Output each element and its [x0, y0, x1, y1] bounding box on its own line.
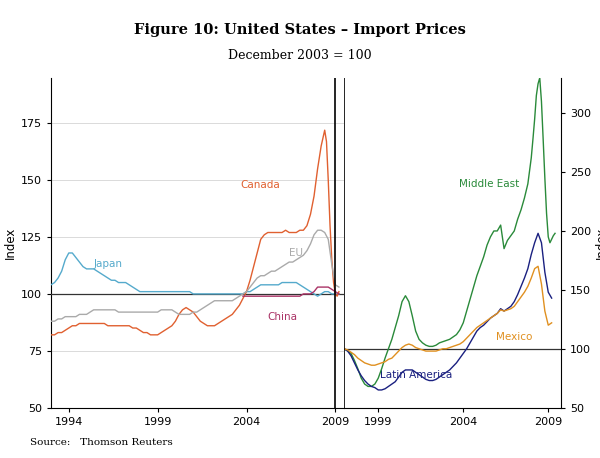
Text: Latin America: Latin America: [380, 370, 452, 380]
Text: Middle East: Middle East: [458, 179, 519, 189]
Y-axis label: Index: Index: [4, 227, 17, 259]
Y-axis label: Index: Index: [595, 227, 600, 259]
Text: China: China: [267, 311, 297, 322]
Text: Mexico: Mexico: [496, 332, 532, 342]
Text: Figure 10: United States – Import Prices: Figure 10: United States – Import Prices: [134, 23, 466, 37]
Text: Canada: Canada: [241, 180, 281, 190]
Text: December 2003 = 100: December 2003 = 100: [228, 49, 372, 62]
Text: Source:   Thomson Reuters: Source: Thomson Reuters: [30, 437, 173, 447]
Text: EU: EU: [289, 248, 303, 258]
Text: Japan: Japan: [94, 259, 122, 269]
